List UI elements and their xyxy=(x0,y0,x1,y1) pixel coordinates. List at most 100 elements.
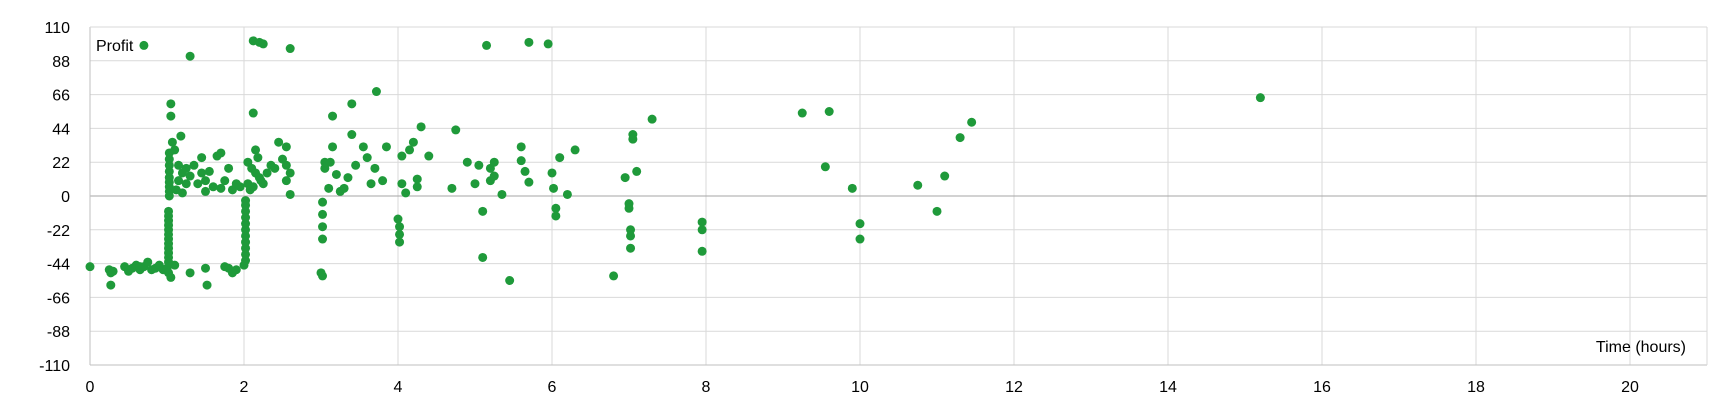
data-point xyxy=(204,166,214,176)
data-point xyxy=(331,169,341,179)
x-tick-label: 16 xyxy=(1313,379,1331,396)
data-point xyxy=(106,280,116,290)
data-point xyxy=(343,173,353,183)
x-tick-label: 6 xyxy=(548,379,557,396)
data-point xyxy=(256,176,266,186)
data-point xyxy=(325,157,335,167)
x-tick-label: 14 xyxy=(1159,379,1177,396)
data-point xyxy=(202,280,212,290)
data-point xyxy=(408,137,418,147)
y-tick-label: -22 xyxy=(47,223,70,240)
data-point xyxy=(489,157,499,167)
data-point xyxy=(497,189,507,199)
data-point xyxy=(285,44,295,54)
data-point xyxy=(847,183,857,193)
data-point xyxy=(285,189,295,199)
data-point xyxy=(524,177,534,187)
data-point xyxy=(185,268,195,278)
data-point xyxy=(166,99,176,109)
data-point xyxy=(281,176,291,186)
data-point xyxy=(412,182,422,192)
data-point xyxy=(85,262,95,272)
data-point xyxy=(524,37,534,47)
data-point xyxy=(281,142,291,152)
data-point xyxy=(913,180,923,190)
x-axis-title: Time (hours) xyxy=(1596,339,1686,356)
data-point xyxy=(135,262,145,272)
data-point xyxy=(478,206,488,216)
data-point xyxy=(397,151,407,161)
data-point xyxy=(248,108,258,118)
data-point xyxy=(366,179,376,189)
data-point xyxy=(478,252,488,262)
data-point xyxy=(318,271,328,281)
data-point xyxy=(274,137,284,147)
data-point xyxy=(855,234,865,244)
data-point xyxy=(189,160,199,170)
data-point xyxy=(551,203,561,213)
data-point xyxy=(262,168,272,178)
data-point xyxy=(181,179,191,189)
data-point xyxy=(626,243,636,253)
data-point xyxy=(185,171,195,181)
data-point xyxy=(370,163,380,173)
data-point xyxy=(697,246,707,256)
data-point xyxy=(197,168,207,178)
data-point xyxy=(347,130,357,140)
data-point xyxy=(405,145,415,155)
data-point xyxy=(855,219,865,229)
y-tick-label: -66 xyxy=(47,290,70,307)
data-point xyxy=(166,272,176,282)
data-point xyxy=(164,257,174,267)
data-point xyxy=(940,171,950,181)
x-tick-label: 4 xyxy=(394,379,403,396)
data-point xyxy=(381,142,391,152)
data-point xyxy=(371,87,381,97)
data-point xyxy=(201,186,210,196)
x-tick-labels: 0 2 4 6 8 10 12 14 16 18 20 xyxy=(86,379,1639,396)
data-point xyxy=(395,237,405,247)
data-point xyxy=(231,265,241,275)
y-tick-label: 44 xyxy=(52,121,70,138)
data-point xyxy=(318,234,328,244)
data-point xyxy=(543,39,553,49)
data-point xyxy=(339,183,349,193)
data-point xyxy=(328,142,338,152)
data-point xyxy=(393,214,403,224)
data-point xyxy=(797,108,807,118)
y-tick-label: 22 xyxy=(52,155,70,172)
data-point xyxy=(241,196,251,206)
plot-frame xyxy=(89,26,1708,366)
data-point xyxy=(170,145,180,155)
data-point xyxy=(362,153,372,163)
data-point xyxy=(318,197,328,207)
data-point xyxy=(251,168,261,178)
y-tick-label: 110 xyxy=(44,20,70,37)
data-point xyxy=(167,137,177,147)
data-point xyxy=(620,173,630,183)
data-point xyxy=(318,222,328,232)
y-axis-title: Profit xyxy=(96,38,134,55)
data-point xyxy=(358,142,368,152)
data-point xyxy=(697,225,707,235)
data-point xyxy=(824,107,834,116)
data-point xyxy=(270,163,280,173)
data-points xyxy=(85,36,1265,290)
data-point xyxy=(251,145,261,155)
y-tick-label: -110 xyxy=(39,358,70,375)
data-point xyxy=(697,217,707,227)
data-point xyxy=(176,131,186,141)
data-point xyxy=(628,134,638,144)
data-point xyxy=(318,209,328,219)
data-point xyxy=(397,179,407,189)
data-point xyxy=(324,183,334,193)
data-point xyxy=(177,188,187,198)
data-point xyxy=(424,151,434,161)
data-point xyxy=(395,222,405,232)
data-point xyxy=(395,229,405,239)
data-point xyxy=(1255,93,1265,103)
data-point xyxy=(216,148,226,158)
x-tick-label: 8 xyxy=(702,379,711,396)
data-point xyxy=(412,174,422,184)
